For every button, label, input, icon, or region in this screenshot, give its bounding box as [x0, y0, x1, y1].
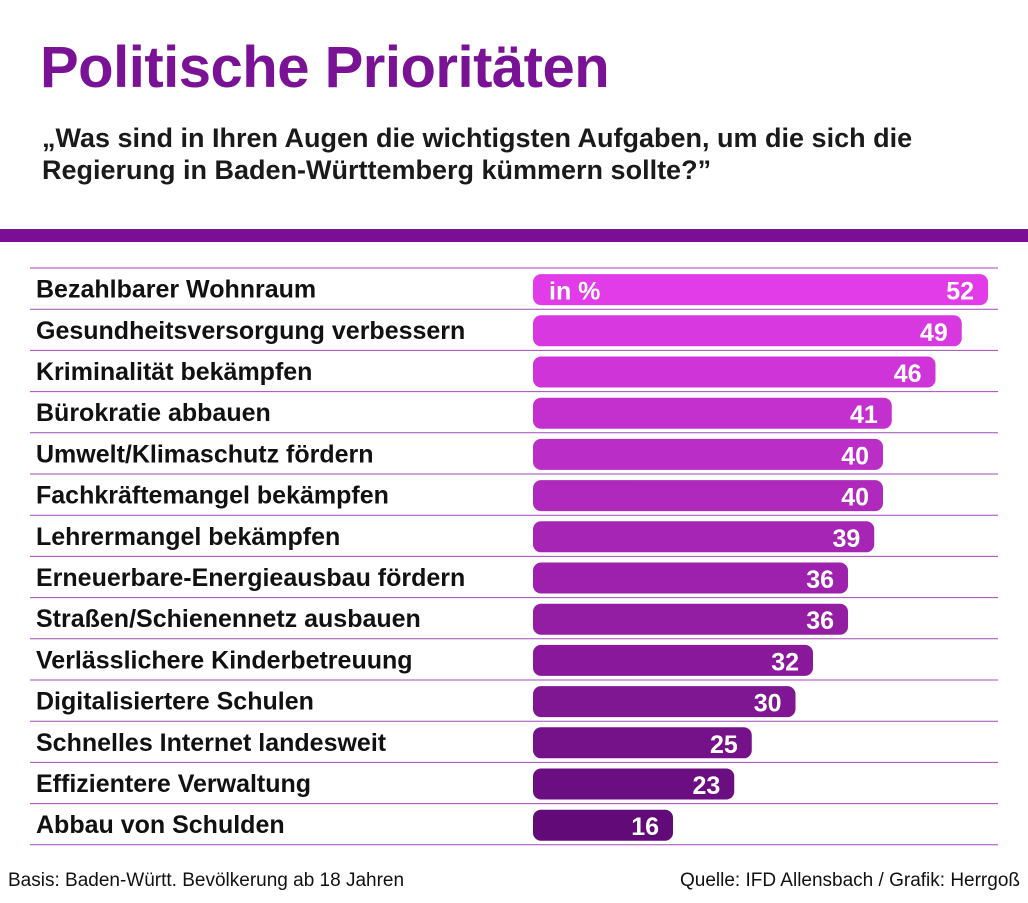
bar	[533, 274, 988, 306]
category-label: Bezahlbarer Wohnraum	[36, 276, 316, 304]
value-label: 39	[832, 525, 860, 553]
category-label: Verlässlichere Kinderbetreuung	[36, 646, 413, 674]
bar	[533, 480, 883, 512]
bar-row: Verlässlichere Kinderbetreuung 32	[30, 644, 998, 681]
value-label: 16	[631, 813, 659, 841]
bar	[533, 727, 752, 759]
category-label: Digitalisiertere Schulen	[36, 688, 314, 716]
bar-row: Effizientere Verwaltung 23	[30, 768, 998, 805]
bar-row: Schnelles Internet landesweit 25	[30, 727, 998, 763]
header-divider	[0, 229, 1028, 242]
value-label: 41	[850, 401, 878, 429]
bar-row: Umwelt/Klimaschutz fördern 40	[30, 438, 998, 475]
bar-row: Digitalisiertere Schulen 30	[30, 686, 998, 722]
bar	[533, 809, 673, 841]
chart-subtitle: „Was sind in Ihren Augen die wichtigsten…	[42, 123, 913, 185]
value-label: 46	[894, 360, 922, 388]
value-label: 49	[920, 319, 948, 347]
footer-source: Quelle: IFD Allensbach / Grafik: Herrgoß	[679, 870, 1020, 891]
unit-label: in %	[549, 278, 600, 306]
bar-row: Erneuerbare-Energieausbau fördern 36	[30, 562, 998, 599]
bar-row: Straßen/Schienennetz ausbauen 36	[30, 603, 998, 640]
value-label: 23	[692, 772, 720, 800]
bar	[533, 521, 875, 553]
category-label: Straßen/Schienennetz ausbauen	[36, 605, 421, 633]
bar	[533, 562, 848, 594]
category-label: Schnelles Internet landesweit	[36, 729, 387, 757]
bar	[533, 438, 883, 470]
bar	[533, 686, 796, 718]
value-label: 40	[841, 484, 869, 512]
bar-row: Kriminalität bekämpfen 46	[30, 356, 998, 393]
category-label: Lehrermangel bekämpfen	[36, 523, 340, 551]
bar-row: Lehrermangel bekämpfen 39	[30, 521, 998, 557]
category-label: Kriminalität bekämpfen	[36, 358, 312, 386]
value-label: 25	[710, 731, 738, 759]
bar	[533, 315, 962, 347]
bar-row: Bezahlbarer Wohnraum 52 in %	[30, 274, 998, 310]
category-label: Bürokratie abbauen	[36, 399, 271, 427]
value-label: 32	[771, 648, 799, 676]
category-label: Abbau von Schulden	[36, 811, 285, 839]
bar	[533, 356, 936, 388]
bar-row: Gesundheitsversorgung verbessern 49	[30, 315, 998, 351]
bar-chart: Bezahlbarer Wohnraum 52 in % Gesundheitsver…	[30, 267, 998, 846]
category-label: Gesundheitsversorgung verbessern	[36, 317, 465, 345]
bar	[533, 644, 813, 676]
category-label: Erneuerbare-Energieausbau fördern	[36, 564, 465, 592]
bar-row: Abbau von Schulden 16	[30, 809, 998, 846]
category-label: Fachkräftemangel bekämpfen	[36, 482, 389, 510]
bar	[533, 603, 848, 635]
bar-row: Bürokratie abbauen 41	[30, 397, 998, 434]
bar	[533, 768, 735, 800]
category-label: Umwelt/Klimaschutz fördern	[36, 440, 374, 468]
value-label: 30	[754, 690, 782, 718]
category-label: Effizientere Verwaltung	[36, 770, 311, 798]
chart-title: Politische Prioritäten	[40, 35, 610, 100]
footer-basis: Basis: Baden-Württ. Bevölkerung ab 18 Ja…	[8, 870, 405, 891]
value-label: 40	[841, 442, 869, 470]
bar-row: Fachkräftemangel bekämpfen 40	[30, 480, 998, 516]
value-label: 36	[806, 566, 834, 594]
value-label: 52	[946, 278, 974, 306]
bar	[533, 397, 892, 429]
value-label: 36	[806, 607, 834, 635]
